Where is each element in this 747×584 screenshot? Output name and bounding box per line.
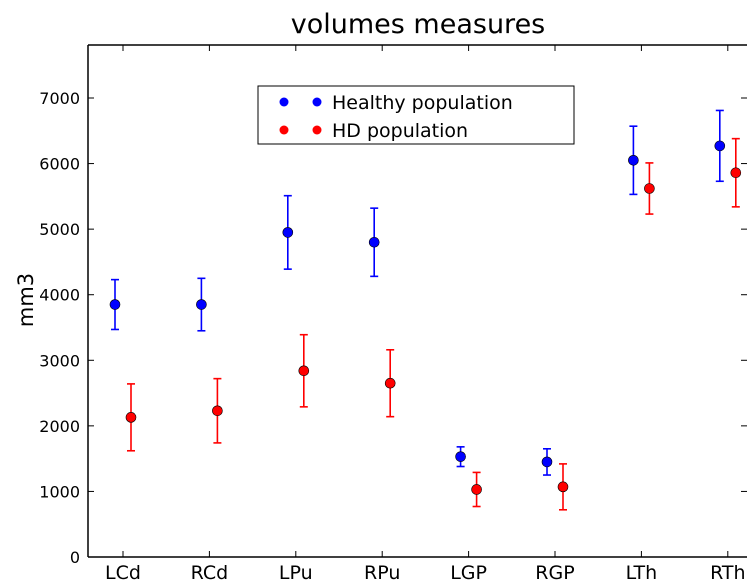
x-tick-label-RTh: RTh: [710, 562, 745, 584]
legend-label-hd: HD population: [332, 120, 468, 142]
y-tick-label-4000: 4000: [39, 286, 80, 305]
y-axis-label: mm3: [14, 273, 38, 327]
series-1-RPu-point: [384, 377, 396, 389]
series-0-LTh-point: [628, 154, 639, 166]
legend-box: [257, 85, 575, 145]
y-tick-label-2000: 2000: [39, 417, 80, 436]
x-tick-label-LGP: LGP: [450, 562, 487, 584]
x-tick-label-RCd: RCd: [191, 562, 229, 584]
series-1-LPu-point: [298, 365, 310, 377]
x-tick-label-LCd: LCd: [105, 562, 141, 584]
series-0-RCd-point: [196, 299, 207, 310]
x-tick-label-RGP: RGP: [535, 562, 574, 584]
series-0-RGP-point: [541, 456, 553, 468]
y-tick-label-6000: 6000: [39, 155, 80, 174]
series-0-LGP-point: [455, 451, 466, 462]
y-tick-label-1000: 1000: [39, 482, 80, 501]
series-0-LCd-point: [109, 299, 121, 310]
series-1-LCd-point: [125, 412, 137, 423]
series-1-LGP-point: [471, 484, 482, 495]
series-1-RGP-point: [557, 481, 569, 493]
legend-label-healthy: Healthy population: [332, 92, 513, 114]
legend: Healthy population HD population: [257, 85, 575, 145]
legend-marker-healthy-1: [279, 97, 289, 107]
x-tick-label-LTh: LTh: [626, 562, 658, 584]
legend-marker-healthy-2: [312, 97, 322, 107]
series-1-RTh-point: [730, 167, 742, 179]
series-0-RPu-point: [368, 236, 380, 248]
y-tick-label-0: 0: [70, 548, 80, 567]
y-tick-label-3000: 3000: [39, 351, 80, 370]
series-0-LPu-point: [282, 227, 294, 238]
legend-marker-hd-2: [312, 125, 322, 135]
chart-title: volumes measures: [291, 9, 546, 40]
y-tick-label-5000: 5000: [39, 220, 80, 239]
series-1-LTh-point: [644, 183, 655, 194]
x-tick-label-RPu: RPu: [364, 562, 400, 584]
y-tick-label-7000: 7000: [39, 89, 80, 108]
series-0-RTh-point: [714, 140, 726, 152]
x-tick-label-LPu: LPu: [279, 562, 313, 584]
legend-marker-hd-1: [279, 125, 289, 135]
series-1-RCd-point: [212, 405, 223, 417]
plot-area: 0 1000 2000 3000 4000 5000 6000 7000 LCd RCd LPu RP…: [39, 44, 747, 584]
